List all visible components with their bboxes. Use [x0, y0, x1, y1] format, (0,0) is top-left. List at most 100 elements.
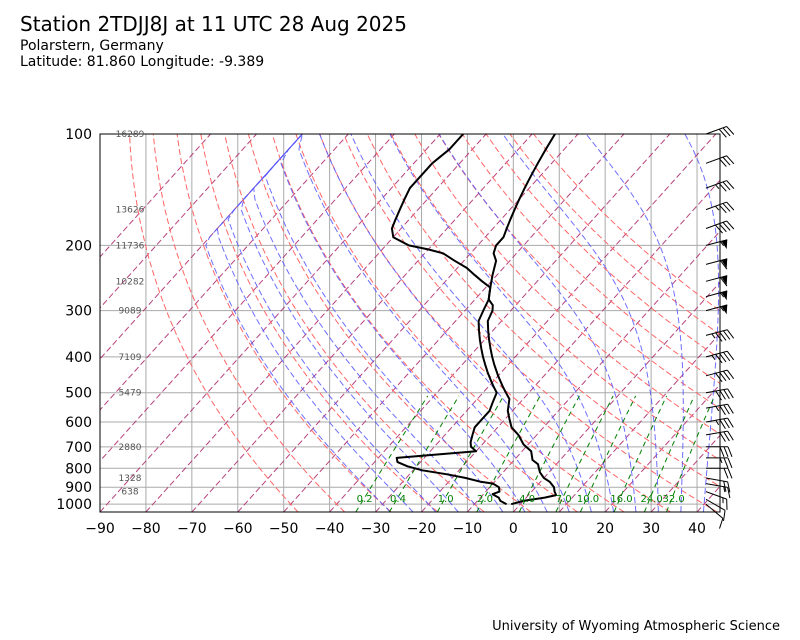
x-tick-label: 0 [509, 521, 518, 537]
wind-barb-pennant [721, 304, 728, 315]
gridlines [99, 133, 720, 512]
y-tick-label: 200 [65, 238, 92, 254]
wind-barb-staff [705, 258, 728, 265]
wind-barb-flag [720, 260, 728, 270]
mixing-ratio-label: 0.2 [357, 494, 373, 505]
wind-barb [705, 258, 728, 270]
wind-barb-pennant [721, 258, 728, 269]
wind-barb-flag [723, 431, 730, 442]
isotherm-line [100, 134, 395, 462]
wind-barb [705, 350, 735, 364]
height-label: 5479 [119, 389, 142, 399]
x-tick-label: −60 [223, 521, 253, 537]
wind-barb-flag [727, 446, 733, 457]
wind-barb-flag [719, 446, 725, 457]
height-label: 13626 [116, 206, 145, 216]
wind-barb-pennant [721, 275, 728, 286]
wind-barb-staff [705, 220, 727, 229]
x-tick-label: −80 [131, 521, 161, 537]
dry-adiabat-line [533, 134, 720, 312]
moist-adiabat-line [240, 134, 459, 512]
isotherm-line [145, 134, 487, 512]
wind-barb-halfflag [715, 406, 720, 412]
wind-barb [705, 220, 735, 234]
wind-barb-flag [715, 354, 723, 364]
moist-adiabat-line [350, 134, 592, 512]
wind-barb-flag [719, 405, 726, 416]
wind-barb-flag [718, 223, 727, 233]
wind-barb-flag [726, 350, 735, 361]
height-label: 1328 [119, 474, 142, 484]
credit-text: University of Wyoming Atmospheric Scienc… [492, 619, 780, 634]
dry-adiabat-line [438, 134, 720, 410]
mixing-ratio-label: 24.0 [640, 494, 662, 505]
height-label: 2880 [119, 443, 142, 453]
mixing-ratio-line [476, 395, 541, 512]
wind-barb-flag [715, 224, 723, 234]
wind-barb [706, 446, 733, 457]
isotherm-line [650, 434, 720, 512]
wind-barb-staff [705, 155, 727, 164]
x-tick-label: −40 [315, 521, 345, 537]
wind-barb [705, 388, 734, 401]
wind-barb-flag [723, 468, 729, 479]
wind-barb-pennant [721, 239, 728, 250]
dry-adiabat-line [509, 134, 720, 336]
wind-barb-flag [727, 457, 733, 469]
isotherm-line [100, 134, 257, 309]
wind-barb [705, 304, 728, 315]
dry-adiabat-line [176, 134, 392, 512]
dry-adiabat-line [200, 134, 439, 512]
dry-adiabat-line [224, 134, 485, 512]
y-tick-label: 500 [65, 386, 92, 402]
thermo-lines [100, 134, 720, 512]
station-location: Polarstern, Germany [20, 38, 164, 54]
wind-barb-flag [727, 487, 731, 499]
wind-barb-flag [722, 127, 731, 137]
x-tick-label: −30 [361, 521, 391, 537]
wind-barb-flag [723, 389, 730, 399]
wind-barb-halfflag [715, 184, 720, 190]
mixing-ratio-label: 16.0 [610, 494, 632, 505]
wind-barb-flag [718, 182, 727, 192]
mixing-ratio-line [436, 395, 505, 512]
moist-adiabat-line [684, 134, 720, 512]
y-tick-label: 900 [65, 480, 92, 496]
sounding-profiles [390, 134, 558, 506]
moist-adiabat-line [227, 134, 437, 512]
dry-adiabat-line [366, 134, 720, 488]
mixing-ratio-label: 32.0 [662, 494, 684, 505]
wind-barb-staff [705, 498, 726, 511]
moist-adiabat-line [216, 134, 414, 512]
wind-barb-flag [722, 330, 731, 340]
wind-barb [705, 126, 735, 138]
wind-barb-pennant [721, 290, 728, 301]
wind-barb-halfflag [711, 355, 716, 360]
mixing-ratio-line [388, 395, 460, 512]
wind-barb-flag [726, 369, 735, 380]
wind-barb-flag [715, 332, 723, 342]
height-label: 11736 [116, 241, 145, 251]
wind-barb-staff [705, 290, 728, 298]
x-tick-label: 40 [688, 521, 706, 537]
mixing-ratio-label: 1.0 [438, 494, 454, 505]
height-label: 638 [121, 488, 138, 498]
wind-barb-flag [722, 370, 731, 381]
wind-barb [705, 369, 735, 383]
y-tick-label: 300 [65, 304, 92, 320]
y-tick-label: 1000 [56, 497, 92, 513]
wind-barb-halfflag [711, 333, 716, 339]
mixing-ratio-line [518, 395, 580, 512]
x-tick-label: −50 [269, 521, 299, 537]
moist-adiabat-line [585, 134, 684, 512]
moist-adiabat-line [438, 134, 637, 512]
mixing-ratio-label: 0.4 [390, 494, 406, 505]
wind-barb-flag [727, 388, 734, 399]
y-tick-label: 100 [65, 127, 92, 143]
mixing-ratio-label: 7.0 [556, 494, 572, 505]
isotherm-line [329, 134, 671, 512]
y-tick-label: 700 [65, 440, 92, 456]
height-label: 16289 [116, 130, 145, 140]
wind-barb-flag [726, 329, 735, 339]
